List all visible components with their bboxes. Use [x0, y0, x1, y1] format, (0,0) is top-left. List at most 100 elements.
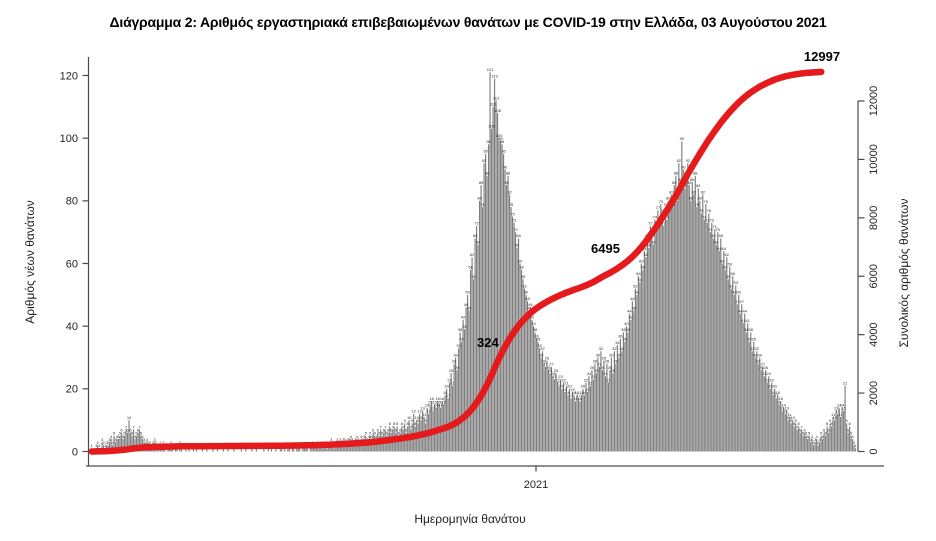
bar	[574, 401, 577, 452]
bar	[625, 326, 627, 452]
bar	[652, 244, 654, 452]
bar	[754, 357, 756, 452]
bar-label: 2	[147, 440, 150, 445]
bar-label: 13	[841, 406, 846, 411]
bar-label: 39	[462, 324, 467, 329]
bar	[526, 301, 529, 452]
bar	[844, 385, 846, 452]
bar	[504, 169, 506, 452]
bar	[174, 448, 177, 452]
bar-label: 3	[339, 437, 342, 442]
bar	[853, 445, 855, 452]
bar-label: 24	[587, 371, 592, 376]
bar-label: 38	[748, 327, 753, 332]
bar	[188, 448, 190, 452]
bar	[465, 307, 467, 452]
bar-label: 4	[851, 434, 854, 439]
bar-label: 19	[570, 387, 575, 392]
bar	[293, 448, 295, 452]
bar-label: 7	[132, 424, 135, 429]
bar	[216, 448, 219, 452]
bar-label: 22	[765, 377, 770, 382]
bar-label: 82	[507, 189, 512, 194]
bar	[706, 222, 708, 452]
bar-label: 14	[837, 402, 842, 407]
bar-label: 38	[533, 327, 538, 332]
bar	[332, 445, 334, 452]
bar-label: 75	[510, 211, 515, 216]
bar-label: 5	[131, 431, 134, 436]
bar	[455, 357, 457, 452]
bar-label: 8	[389, 421, 392, 426]
bar	[267, 448, 269, 452]
bar	[538, 348, 541, 452]
y-right-tick-label: 10000	[868, 144, 880, 175]
bar	[790, 423, 792, 452]
bar	[529, 307, 532, 452]
bar	[744, 313, 746, 452]
bar-label: 3	[146, 437, 149, 442]
bar	[549, 373, 551, 452]
bar-label: 64	[717, 246, 722, 251]
bar	[444, 395, 446, 452]
bar-label: 12	[783, 409, 788, 414]
bar-label: 46	[464, 302, 469, 307]
bar-label: 44	[743, 308, 748, 313]
bar	[835, 410, 837, 452]
bar-label: 92	[677, 158, 682, 163]
bar	[826, 426, 828, 452]
bar-label: 47	[735, 299, 740, 304]
bar-label: 2	[107, 440, 110, 445]
bar	[768, 376, 770, 452]
bar	[729, 266, 731, 452]
bar	[297, 448, 299, 452]
bar	[619, 338, 621, 452]
bar-label: 5	[805, 431, 808, 436]
bar-label: 45	[467, 305, 472, 310]
bar	[317, 445, 319, 452]
bar-label: 48	[630, 296, 635, 301]
bar-label: 6	[405, 428, 408, 433]
bar	[691, 182, 693, 452]
bar	[750, 332, 752, 452]
bar	[437, 401, 439, 452]
bar-label: 68	[711, 233, 716, 238]
bar-label: 13	[784, 406, 789, 411]
bar	[552, 376, 554, 452]
bar	[810, 442, 812, 452]
bar	[132, 429, 135, 452]
bar-label: 40	[531, 321, 536, 326]
bar	[168, 448, 171, 452]
bar	[195, 448, 198, 452]
bar	[741, 304, 743, 452]
bar	[547, 370, 550, 452]
bar	[732, 276, 734, 452]
bar	[450, 373, 452, 452]
bar	[405, 432, 407, 452]
bar	[796, 429, 798, 452]
bar-label: 121	[487, 67, 494, 72]
bar	[579, 401, 581, 452]
bar-label: 70	[708, 227, 713, 232]
bar-label: 2	[170, 440, 173, 445]
bar	[471, 257, 473, 452]
bar	[164, 448, 166, 452]
bar-label: 66	[651, 240, 656, 245]
bar-label: 21	[843, 381, 848, 386]
bar	[320, 445, 322, 452]
bar-label: 28	[452, 359, 457, 364]
bar	[682, 169, 684, 452]
bar	[577, 398, 580, 452]
bar	[359, 445, 361, 452]
bar-label: 72	[474, 221, 479, 226]
bar	[643, 250, 645, 452]
bar-label: 74	[665, 214, 670, 219]
bar-label: 10	[832, 415, 837, 420]
bar-label: 18	[566, 390, 571, 395]
bar	[535, 338, 538, 452]
bar-label: 5	[378, 431, 381, 436]
bar	[735, 285, 737, 452]
bar	[327, 445, 329, 452]
bar	[473, 279, 475, 452]
bar	[648, 247, 650, 452]
